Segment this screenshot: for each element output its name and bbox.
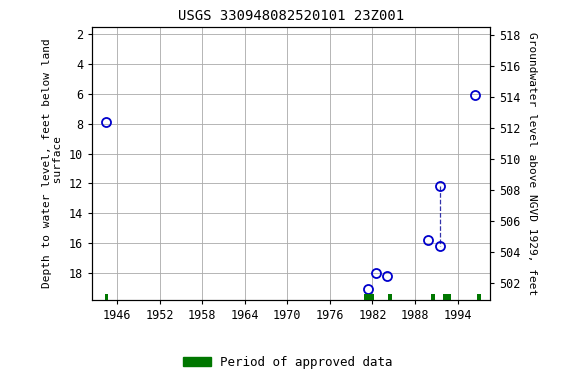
Y-axis label: Depth to water level, feet below land
 surface: Depth to water level, feet below land su… xyxy=(41,38,63,288)
Title: USGS 330948082520101 23Z001: USGS 330948082520101 23Z001 xyxy=(178,9,404,23)
Y-axis label: Groundwater level above NGVD 1929, feet: Groundwater level above NGVD 1929, feet xyxy=(526,31,537,295)
Bar xyxy=(431,294,435,300)
Bar xyxy=(477,294,481,300)
Bar xyxy=(105,294,108,300)
Legend: Period of approved data: Period of approved data xyxy=(178,351,398,374)
Bar xyxy=(444,294,450,300)
Bar xyxy=(388,294,392,300)
Bar xyxy=(363,294,374,300)
